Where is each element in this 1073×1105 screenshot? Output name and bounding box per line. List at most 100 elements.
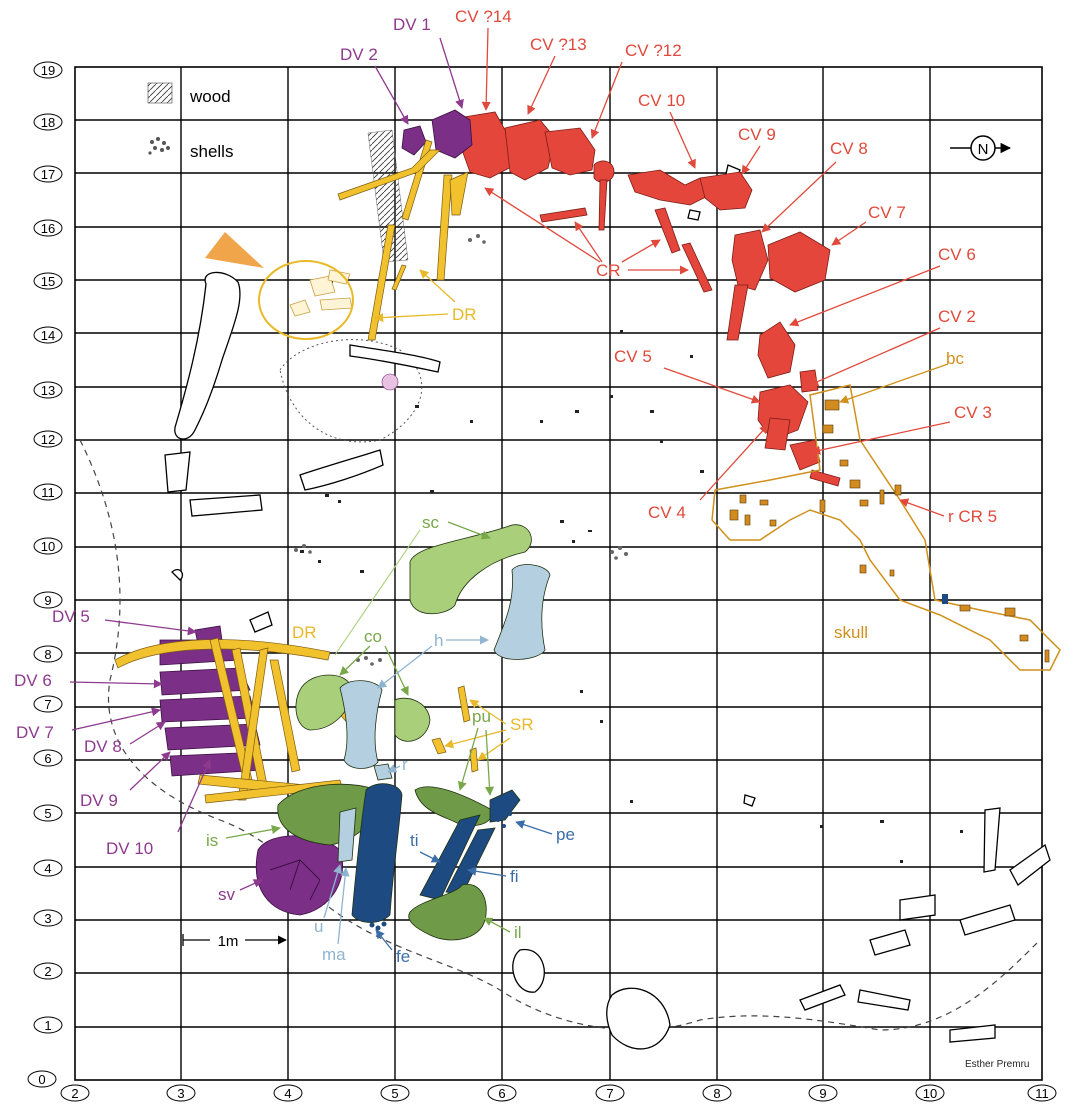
cv2-label-group: CV 2: [809, 307, 976, 386]
bone-outline: [299, 449, 384, 491]
y-axis: 19 18 17 16 15 14 13 12 11 10 9 8 7 6 5 …: [27, 61, 63, 1088]
cv9-label: CV 9: [738, 125, 776, 144]
cr-label-group: CR: [484, 187, 689, 280]
h-label: h: [434, 631, 443, 650]
cv5-label-group: CV 5: [614, 347, 761, 404]
cervical-vertebrae: [457, 111, 841, 487]
cv7-bone: [767, 231, 831, 293]
il-label: il: [514, 923, 522, 942]
dv9-label-group: DV 9: [80, 751, 171, 810]
bone-outline: [899, 894, 936, 921]
cr-bone: [681, 242, 713, 293]
x-tick: 9: [808, 1084, 838, 1102]
svg-text:3: 3: [177, 1086, 184, 1101]
dr-rib: [391, 264, 407, 291]
cv14-label: CV ?14: [455, 7, 512, 26]
svg-text:18: 18: [41, 115, 55, 130]
cv13-label: CV ?13: [530, 35, 587, 54]
cv9-label-group: CV 9: [738, 125, 776, 175]
dr-rib: [449, 171, 469, 216]
dv7-label: DV 7: [16, 723, 54, 742]
dv10-label: DV 10: [106, 839, 153, 858]
x-tick: 11: [1027, 1084, 1057, 1102]
fe-label: fe: [396, 947, 410, 966]
outlined-bones: [164, 164, 1051, 1050]
cv2-bone: [799, 369, 819, 393]
ti-label-group: ti: [410, 831, 441, 863]
cv4-label: CV 4: [648, 503, 686, 522]
highlight-circle: [258, 260, 354, 340]
bone-outline: [869, 929, 911, 956]
bc-label: bc: [946, 349, 964, 368]
cv9-bone: [699, 171, 753, 211]
sv-label-group: sv: [218, 879, 263, 904]
pu-bone: [414, 786, 493, 827]
north-label: N: [978, 141, 989, 158]
bone-outline: [687, 209, 701, 221]
legend-shells: shells: [190, 142, 233, 161]
skull-label: skull: [834, 623, 868, 642]
bone-outline: [189, 494, 263, 517]
credit: Esther Premru: [965, 1059, 1029, 1070]
bone-outline: [171, 568, 184, 581]
legend: wood shells: [147, 82, 233, 161]
dr-rib: [337, 149, 441, 201]
cv2-label: CV 2: [938, 307, 976, 326]
dv10-label-group: DV 10: [106, 759, 211, 858]
dv1-label-group: DV 1: [393, 15, 464, 109]
bone-outline: [959, 904, 1016, 936]
r-label-group: r: [387, 755, 408, 774]
dr-rib: [237, 647, 269, 801]
cv8-bone: [731, 229, 769, 291]
cv4-bone: [764, 417, 791, 451]
dv2-label: DV 2: [340, 45, 378, 64]
svg-text:3: 3: [44, 911, 51, 926]
y-tick: 19: [33, 61, 63, 79]
x-tick: 4: [273, 1084, 303, 1102]
bone-fragments: [300, 280, 963, 863]
x-tick: 10: [915, 1084, 945, 1102]
y-tick: 0: [27, 1070, 57, 1088]
cv13-bone: [504, 119, 556, 181]
pe-label-group: pe: [515, 820, 575, 844]
y-tick: 3: [33, 909, 63, 927]
cv10-label-group: CV 10: [638, 91, 696, 169]
svg-text:19: 19: [41, 63, 55, 78]
sv-cracks: [269, 859, 321, 901]
y-tick: 2: [33, 962, 63, 980]
svg-text:4: 4: [284, 1086, 291, 1101]
bone-outline: [249, 611, 273, 633]
scale-bar-label: 1m: [218, 933, 239, 950]
y-tick: 18: [33, 113, 63, 131]
svg-text:11: 11: [41, 485, 55, 500]
y-tick: 12: [33, 430, 63, 448]
bone-outline: [349, 344, 441, 373]
sr-rib: [457, 685, 471, 723]
legend-wood: wood: [189, 87, 231, 106]
cr-label: CR: [596, 261, 621, 280]
fi-label-group: fi: [467, 866, 519, 886]
skull-outline: [711, 384, 1061, 671]
cv14-label-group: CV ?14: [455, 7, 512, 111]
cv13-label-group: CV ?13: [527, 35, 587, 115]
dv7-label-group: DV 7: [16, 707, 161, 742]
ti-label: ti: [410, 831, 419, 850]
u-bone: [337, 807, 357, 863]
pedal-fragments: [369, 812, 512, 931]
fe-label-group: fe: [375, 929, 410, 966]
fi-label: fi: [510, 867, 519, 886]
dv5-label: DV 5: [52, 607, 90, 626]
svg-text:10: 10: [41, 539, 55, 554]
cv10-label: CV 10: [638, 91, 685, 110]
cv6-label: CV 6: [938, 245, 976, 264]
cr-bone: [726, 284, 749, 341]
sc-bone: [409, 524, 532, 615]
x-tick: 6: [487, 1084, 517, 1102]
excavation-boundary: [79, 439, 1041, 1031]
scale-bar: 1m: [182, 933, 287, 950]
x-axis: 2 3 4 5 6 7 8 9 10 11: [60, 1084, 1057, 1102]
cv12-label-group: CV ?12: [590, 41, 682, 139]
bone-outline: [164, 451, 191, 493]
ma-label-group: ma: [322, 867, 350, 964]
